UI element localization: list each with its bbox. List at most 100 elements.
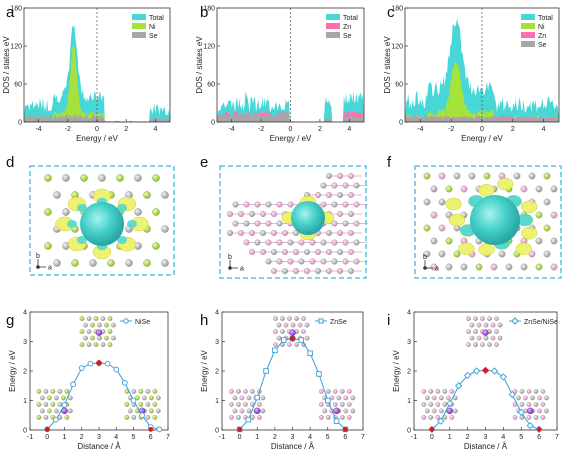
legend-swatch [521, 23, 535, 29]
data-point [490, 367, 499, 375]
zn-atom [249, 249, 255, 255]
inset-atom [497, 335, 503, 341]
inset-atom [276, 322, 282, 328]
data-point [499, 373, 508, 381]
legend-swatch [521, 32, 535, 38]
inset-atom [533, 402, 539, 407]
inset-atom [145, 389, 151, 394]
inset-atom [273, 329, 278, 334]
se-atom [505, 263, 513, 271]
transition-state-marker [95, 359, 103, 367]
inset-atom [138, 402, 144, 407]
legend-label: ZnSe/NiSe [524, 319, 558, 326]
inset-atom [294, 342, 299, 347]
se-atom [468, 172, 476, 180]
legend-swatch [326, 32, 340, 38]
ni-atom [453, 250, 461, 258]
se-atom [337, 249, 343, 255]
y-tick-label: 60 [207, 82, 215, 89]
y-tick-label: 180 [10, 6, 22, 13]
inset-atom [54, 408, 59, 414]
inset-atom [138, 389, 144, 394]
se-atom [254, 239, 261, 246]
inset-atom [424, 408, 430, 414]
inset-atom [97, 322, 102, 328]
panel-letter-e: e [200, 154, 208, 171]
inset-atom [346, 402, 352, 407]
endpoint-marker [536, 427, 542, 432]
inset-atom [107, 342, 113, 347]
inset-atom [325, 415, 331, 420]
zn-atom [287, 258, 294, 265]
x-tick-label: 4 [347, 126, 351, 133]
zn-atom [238, 211, 244, 217]
legend-marker [318, 318, 324, 324]
ni-atom [152, 242, 160, 250]
charge-lobe-yellow [448, 213, 466, 227]
y-axis-title: DOS / states eV [195, 36, 204, 94]
data-point [53, 416, 59, 423]
se-atom [438, 250, 446, 258]
zn-atom [243, 239, 250, 246]
legend-swatch [521, 14, 535, 20]
panel-letter-g: g [6, 312, 14, 329]
zn-atom [331, 220, 338, 227]
legend-label: NiSe [135, 319, 150, 326]
inset-atom [332, 389, 338, 394]
se-atom [320, 239, 327, 246]
inset-atom [47, 395, 52, 401]
y-tick-label: 0 [18, 120, 22, 127]
panel-letter-f: f [387, 154, 392, 171]
inset-atom [43, 389, 49, 394]
x-tick-label: 7 [361, 434, 365, 441]
se-atom [53, 259, 61, 267]
inset-atom [86, 329, 92, 334]
data-point [333, 418, 340, 424]
ni-atom [80, 174, 88, 182]
inset-atom [343, 408, 349, 414]
x-tick-label: 7 [555, 434, 559, 441]
zn-atom [276, 258, 283, 265]
endpoint-marker [429, 427, 435, 432]
zn-atom [309, 239, 316, 246]
inset-atom [229, 415, 234, 420]
y-tick-label: 0 [399, 120, 403, 127]
x-tick-label: 0 [238, 434, 242, 441]
structure-panel-e: ab [219, 165, 368, 279]
inset-atom [318, 415, 324, 420]
ni-atom [44, 174, 52, 182]
inset-atom [473, 316, 478, 321]
x-axis-title: Distance / Å [271, 442, 315, 451]
inset-atom [469, 322, 475, 328]
se-atom [282, 268, 288, 274]
inset-atom [428, 389, 434, 394]
inset-atom [239, 395, 245, 401]
inset-atom [445, 395, 451, 401]
data-point [526, 421, 534, 430]
se-atom [438, 198, 446, 206]
zn-atom [243, 201, 250, 208]
zn-atom [353, 201, 360, 208]
inset-atom [544, 408, 549, 414]
inset-atom [243, 389, 248, 394]
inset-atom [490, 322, 496, 328]
inset-atom [428, 402, 434, 407]
x-tick-label: -4 [229, 126, 235, 133]
y-tick-label: 0 [215, 428, 219, 435]
y-tick-label: 120 [10, 44, 22, 51]
ni-atom [445, 185, 453, 193]
inset-atom [339, 402, 345, 407]
se-atom [265, 258, 272, 265]
inset-atom [487, 316, 492, 321]
zn-atom [309, 258, 316, 265]
x-tick-label: 1 [255, 434, 259, 441]
inset-atom [519, 389, 525, 394]
inset-atom [156, 408, 161, 414]
inset-atom [533, 389, 539, 394]
inset-atom [83, 335, 88, 341]
x-tick-label: 2 [318, 126, 322, 133]
se-atom [326, 230, 332, 236]
se-atom [134, 174, 142, 182]
inset-atom [36, 389, 42, 394]
